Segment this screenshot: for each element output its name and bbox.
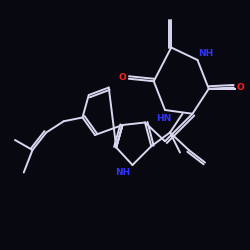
Text: NH: NH [116,168,130,177]
Text: HN: HN [156,114,172,123]
Text: NH: NH [198,49,214,58]
Text: O: O [236,83,244,92]
Text: O: O [119,73,126,82]
